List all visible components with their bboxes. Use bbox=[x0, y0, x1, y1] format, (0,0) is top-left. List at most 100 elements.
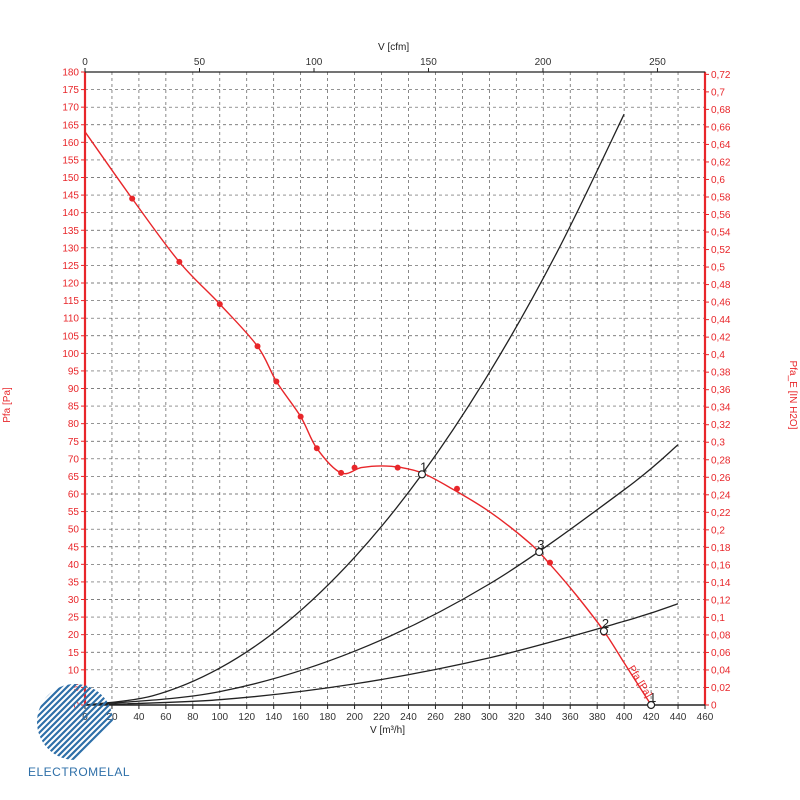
x-tick-top-label: 100 bbox=[306, 57, 323, 68]
x-tick-top-label: 200 bbox=[535, 57, 552, 68]
operating-point-label: 1 bbox=[649, 690, 656, 705]
y-tick-right-label: 0 bbox=[711, 701, 717, 712]
tick-labels: 0510152025303540455055606570758085909510… bbox=[62, 57, 731, 723]
y-tick-left-label: 155 bbox=[62, 155, 79, 166]
operating-point-marker bbox=[646, 700, 656, 710]
x-tick-bottom-label: 220 bbox=[373, 712, 390, 723]
x-tick-bottom-label: 200 bbox=[346, 712, 363, 723]
fan-curve-point bbox=[394, 464, 401, 471]
y-tick-left-label: 80 bbox=[68, 419, 80, 430]
y-tick-right-label: 0,72 bbox=[711, 70, 731, 81]
y-tick-left-label: 115 bbox=[63, 296, 79, 307]
fan-curve-point bbox=[176, 258, 183, 265]
y-tick-right-label: 0,08 bbox=[711, 630, 731, 641]
operating-points: 1 2 3 1 bbox=[417, 459, 656, 710]
y-tick-right-label: 0,18 bbox=[711, 543, 731, 554]
x-tick-top-label: 250 bbox=[649, 57, 666, 68]
fan-curve-point bbox=[351, 464, 358, 471]
x-axis-top-label: V [cfm] bbox=[378, 42, 409, 53]
y-axis-left-label: Pfa [Pa] bbox=[2, 387, 13, 423]
y-tick-left-label: 45 bbox=[68, 542, 80, 553]
y-tick-left-label: 35 bbox=[68, 577, 80, 588]
x-tick-top-label: 50 bbox=[194, 57, 206, 68]
y-tick-right-label: 0,36 bbox=[711, 385, 731, 396]
fan-curve-point bbox=[254, 343, 261, 350]
x-tick-bottom-label: 40 bbox=[133, 712, 145, 723]
y-tick-left-label: 140 bbox=[62, 208, 79, 219]
y-tick-right-label: 0,34 bbox=[711, 403, 731, 414]
y-tick-right-label: 0,06 bbox=[711, 648, 731, 659]
x-tick-bottom-label: 420 bbox=[643, 712, 660, 723]
y-tick-right-label: 0,2 bbox=[711, 525, 725, 536]
y-tick-right-label: 0,42 bbox=[711, 333, 731, 344]
x-tick-bottom-label: 60 bbox=[160, 712, 172, 723]
y-tick-right-label: 0,22 bbox=[711, 508, 731, 519]
x-tick-bottom-label: 400 bbox=[616, 712, 633, 723]
x-tick-bottom-label: 340 bbox=[535, 712, 552, 723]
y-tick-left-label: 90 bbox=[68, 384, 80, 395]
operating-point-marker bbox=[535, 547, 544, 557]
fan-curve-point bbox=[273, 378, 280, 385]
x-tick-bottom-label: 380 bbox=[589, 712, 606, 723]
y-tick-left-label: 40 bbox=[68, 560, 80, 571]
y-tick-left-label: 30 bbox=[68, 595, 80, 606]
y-tick-left-label: 130 bbox=[62, 243, 79, 254]
fan-curve-point bbox=[297, 413, 304, 420]
y-tick-right-label: 0,5 bbox=[711, 263, 725, 274]
y-tick-right-label: 0,04 bbox=[711, 665, 731, 676]
fan-curve-point bbox=[338, 469, 345, 476]
y-axis-right-label: Pfa_E [IN H2O] bbox=[787, 361, 798, 430]
y-tick-right-label: 0,14 bbox=[711, 578, 731, 589]
operating-point-label: 1 bbox=[420, 459, 427, 474]
y-tick-left-label: 60 bbox=[68, 490, 80, 501]
y-tick-left-label: 170 bbox=[62, 103, 79, 114]
y-tick-right-label: 0,02 bbox=[711, 683, 731, 694]
operating-point-label: 3 bbox=[537, 537, 544, 552]
y-tick-left-label: 135 bbox=[62, 226, 79, 237]
y-tick-right-label: 0,64 bbox=[711, 140, 731, 151]
y-tick-right-label: 0,24 bbox=[711, 490, 731, 501]
y-tick-right-label: 0,62 bbox=[711, 157, 731, 168]
y-tick-right-label: 0,16 bbox=[711, 560, 731, 571]
y-tick-left-label: 65 bbox=[68, 472, 80, 483]
y-tick-left-label: 70 bbox=[68, 454, 80, 465]
x-tick-bottom-label: 240 bbox=[400, 712, 417, 723]
y-tick-left-label: 105 bbox=[62, 331, 79, 342]
x-tick-bottom-label: 360 bbox=[562, 712, 579, 723]
y-tick-left-label: 75 bbox=[68, 437, 80, 448]
x-tick-top-label: 150 bbox=[420, 57, 437, 68]
x-tick-bottom-label: 460 bbox=[697, 712, 714, 723]
system-curve-3 bbox=[84, 603, 679, 706]
y-tick-left-label: 100 bbox=[62, 349, 79, 360]
operating-point-marker bbox=[417, 470, 427, 479]
operating-point-label: 2 bbox=[602, 616, 609, 631]
x-tick-bottom-label: 140 bbox=[265, 712, 282, 723]
fan-curve-point bbox=[216, 301, 223, 308]
y-tick-left-label: 175 bbox=[62, 85, 79, 96]
logo-wordmark: ELECTROMELAL bbox=[28, 765, 131, 779]
x-tick-bottom-label: 20 bbox=[106, 712, 118, 723]
y-tick-left-label: 95 bbox=[68, 366, 80, 377]
y-tick-right-label: 0,32 bbox=[711, 420, 731, 431]
y-tick-right-label: 0,48 bbox=[711, 280, 731, 291]
y-tick-left-label: 20 bbox=[68, 630, 80, 641]
y-tick-right-label: 0,4 bbox=[711, 350, 725, 361]
operating-point-marker bbox=[599, 627, 609, 636]
y-tick-right-label: 0,44 bbox=[711, 315, 731, 326]
fan-curve-point bbox=[454, 485, 460, 492]
fan-curve-line bbox=[84, 131, 652, 706]
y-tick-right-label: 0,7 bbox=[711, 87, 725, 98]
fan-curve-point bbox=[547, 559, 553, 566]
y-tick-right-label: 0,52 bbox=[711, 245, 731, 256]
y-tick-left-label: 180 bbox=[62, 68, 79, 79]
y-tick-right-label: 0,3 bbox=[711, 438, 725, 449]
system-curve-2 bbox=[84, 444, 679, 706]
x-tick-bottom-label: 120 bbox=[238, 712, 255, 723]
y-tick-right-label: 0,28 bbox=[711, 455, 731, 466]
y-tick-right-label: 0,6 bbox=[711, 175, 725, 186]
y-tick-left-label: 25 bbox=[68, 613, 80, 624]
x-tick-bottom-label: 320 bbox=[508, 712, 525, 723]
y-tick-right-label: 0,26 bbox=[711, 473, 731, 484]
y-tick-right-label: 0,46 bbox=[711, 298, 731, 309]
y-tick-right-label: 0,66 bbox=[711, 122, 731, 133]
